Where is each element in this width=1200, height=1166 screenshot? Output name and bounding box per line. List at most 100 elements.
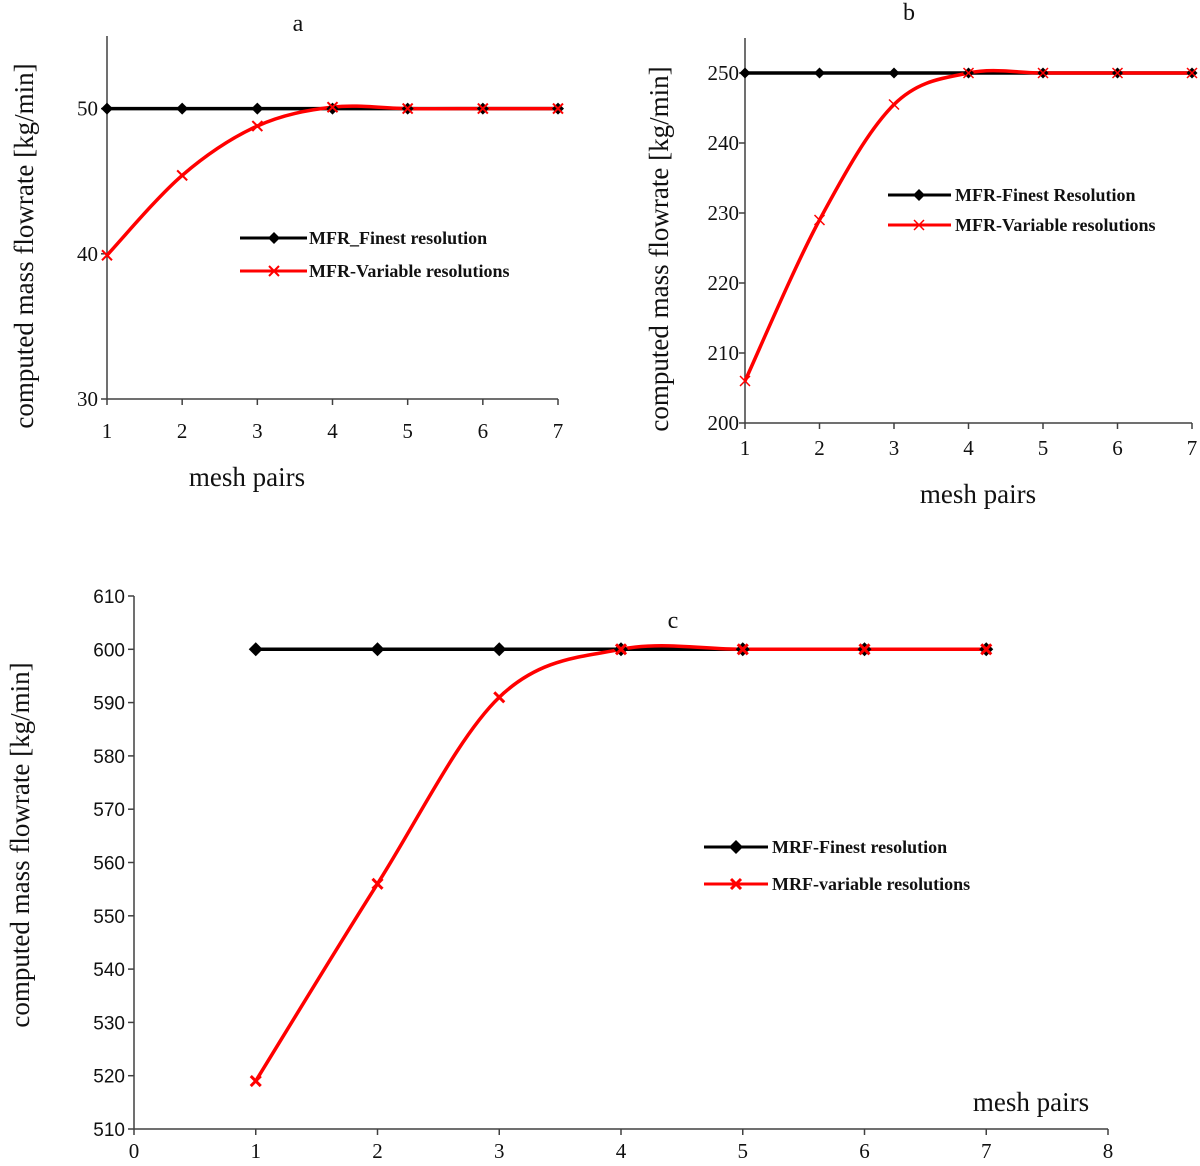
chart-c-point-finest xyxy=(492,642,507,657)
chart-c-plot xyxy=(248,642,994,1088)
chart-a-point-variable xyxy=(251,120,264,132)
chart-b-y-tick-label: 230 xyxy=(708,201,740,225)
chart-b-point-finest xyxy=(739,67,751,79)
chart-a-legend-label-variable: MFR-Variable resolutions xyxy=(309,261,510,281)
chart-c-y-tick-label: 560 xyxy=(93,854,125,875)
chart-b-x-label: mesh pairs xyxy=(920,479,1036,509)
chart-a-x-tick-label: 2 xyxy=(177,419,188,443)
chart-c-x-tick-label: 5 xyxy=(738,1139,749,1163)
chart-a-point-finest xyxy=(101,102,113,115)
chart-b-point-variable xyxy=(1037,67,1049,79)
chart-b-legend-label-variable: MFR-Variable resolutions xyxy=(955,215,1156,235)
chart-c-ticks: 0 1 2 3 4 5 6 7 8 510 520 530 540 550 560 570 580 590 600 6… xyxy=(93,587,1113,1163)
chart-c-y-tick-label: 590 xyxy=(93,694,125,715)
chart-b-plot xyxy=(739,67,1198,387)
chart-c-point-variable xyxy=(371,877,384,890)
chart-c-y-tick-label: 600 xyxy=(93,640,125,661)
chart-a-ticks: 1 2 3 4 5 6 7 30 40 50 xyxy=(77,97,563,443)
chart-a-point-variable xyxy=(401,102,414,115)
chart-c-point-variable xyxy=(493,691,506,704)
chart-c-y-tick-label: 530 xyxy=(93,1013,125,1034)
chart-c-x-tick-label: 8 xyxy=(1103,1139,1114,1163)
chart-b-x-tick-label: 1 xyxy=(740,436,751,460)
chart-c-point-variable xyxy=(614,643,628,656)
chart-b-legend: MFR-Finest Resolution MFR-Variable resol… xyxy=(888,185,1156,235)
chart-b-point-variable xyxy=(962,67,975,79)
chart-b-y-label: computed mass flowrate [kg/min] xyxy=(644,66,674,431)
chart-b-point-variable xyxy=(888,98,900,111)
chart-b: 1 2 3 4 5 6 7 200 210 220 230 240 250 b mesh pairs c… xyxy=(644,0,1198,509)
chart-a-point-finest xyxy=(251,102,264,115)
chart-a-x-tick-label: 1 xyxy=(102,419,113,443)
chart-b-x-tick-label: 7 xyxy=(1187,436,1198,460)
chart-a-legend-marker-finest xyxy=(268,232,280,244)
chart-b-ticks: 1 2 3 4 5 6 7 200 210 220 230 240 250 xyxy=(708,61,1198,460)
chart-a-x-tick-label: 6 xyxy=(478,419,489,443)
chart-a-point-variable xyxy=(477,102,489,115)
chart-b-title: b xyxy=(903,0,915,26)
chart-c-legend: MRF-Finest resolution MRF-variable resol… xyxy=(704,837,970,894)
chart-a-point-variable xyxy=(326,101,339,113)
chart-c-y-tick-label: 550 xyxy=(93,907,125,928)
chart-b-point-finest xyxy=(814,67,825,79)
chart-c-point-finest xyxy=(248,642,263,657)
chart-a-point-finest xyxy=(176,102,189,115)
chart-b-legend-marker-finest xyxy=(913,189,925,201)
chart-b-y-tick-label: 250 xyxy=(708,61,740,85)
chart-a-x-tick-label: 7 xyxy=(553,419,564,443)
chart-b-legend-marker-variable xyxy=(913,219,925,231)
chart-c-y-tick-label: 520 xyxy=(93,1067,125,1088)
chart-c-series-variable-line xyxy=(254,643,987,1082)
chart-a-legend-marker-variable xyxy=(268,265,280,277)
chart-a-x-label: mesh pairs xyxy=(189,462,305,492)
chart-c-legend-label-finest: MRF-Finest resolution xyxy=(772,837,947,857)
chart-a-y-tick-label: 30 xyxy=(77,387,98,411)
chart-a-x-tick-label: 4 xyxy=(327,419,338,443)
chart-a-point-variable xyxy=(552,102,564,115)
chart-a-legend: MFR_Finest resolution MFR-Variable resol… xyxy=(240,228,510,281)
chart-b-y-tick-label: 220 xyxy=(708,271,740,295)
chart-c-legend-label-variable: MRF-variable resolutions xyxy=(772,874,970,894)
chart-c-y-tick-label: 510 xyxy=(93,1120,125,1141)
chart-c-y-tick-label: 540 xyxy=(93,960,125,981)
chart-b-x-tick-label: 6 xyxy=(1112,436,1123,460)
chart-c-x-tick-label: 6 xyxy=(859,1139,870,1163)
chart-c-x-tick-label: 0 xyxy=(129,1139,140,1163)
chart-a-y-tick-label: 50 xyxy=(77,97,98,121)
chart-a-x-tick-label: 3 xyxy=(252,419,263,443)
chart-a-point-finest xyxy=(326,102,339,115)
chart-b-x-tick-label: 3 xyxy=(889,436,900,460)
chart-b-x-tick-label: 5 xyxy=(1038,436,1049,460)
chart-a-title: a xyxy=(293,11,304,37)
chart-b-legend-label-finest: MFR-Finest Resolution xyxy=(955,185,1135,205)
chart-c-legend-marker-finest xyxy=(729,840,743,854)
chart-c-x-tick-label: 3 xyxy=(494,1139,505,1163)
chart-a-y-label: computed mass flowrate [kg/min] xyxy=(9,63,39,428)
chart-c-x-tick-label: 1 xyxy=(251,1139,262,1163)
chart-b-point-variable xyxy=(1111,67,1124,79)
chart-a-legend-label-finest: MFR_Finest resolution xyxy=(309,228,487,248)
chart-b-x-tick-label: 2 xyxy=(814,436,825,460)
chart-c-y-tick-label: 610 xyxy=(93,587,125,608)
chart-c: 0 1 2 3 4 5 6 7 8 510 520 530 540 550 560 570 580 590 600 6… xyxy=(5,587,1113,1163)
chart-c-y-tick-label: 580 xyxy=(93,747,125,768)
chart-c-x-tick-label: 7 xyxy=(981,1139,992,1163)
chart-a: 1 2 3 4 5 6 7 30 40 50 a mesh pairs computed mass… xyxy=(9,11,564,492)
chart-a-x-tick-label: 5 xyxy=(402,419,413,443)
chart-b-point-variable xyxy=(813,214,826,226)
chart-c-point-variable xyxy=(980,643,993,656)
chart-c-x-tick-label: 4 xyxy=(616,1139,627,1163)
chart-b-x-tick-label: 4 xyxy=(963,436,974,460)
chart-b-point-finest xyxy=(888,67,900,79)
chart-c-y-label: computed mass flowrate [kg/min] xyxy=(5,662,35,1027)
chart-c-title: c xyxy=(668,608,679,634)
chart-c-legend-marker-variable xyxy=(729,877,743,891)
chart-b-y-tick-label: 240 xyxy=(708,131,740,155)
chart-b-point-variable xyxy=(739,375,751,387)
chart-b-y-tick-label: 200 xyxy=(708,411,740,435)
chart-c-point-variable xyxy=(858,643,871,656)
chart-c-point-variable xyxy=(736,643,749,656)
chart-c-point-variable xyxy=(249,1074,262,1088)
chart-c-y-tick-label: 570 xyxy=(93,800,125,821)
